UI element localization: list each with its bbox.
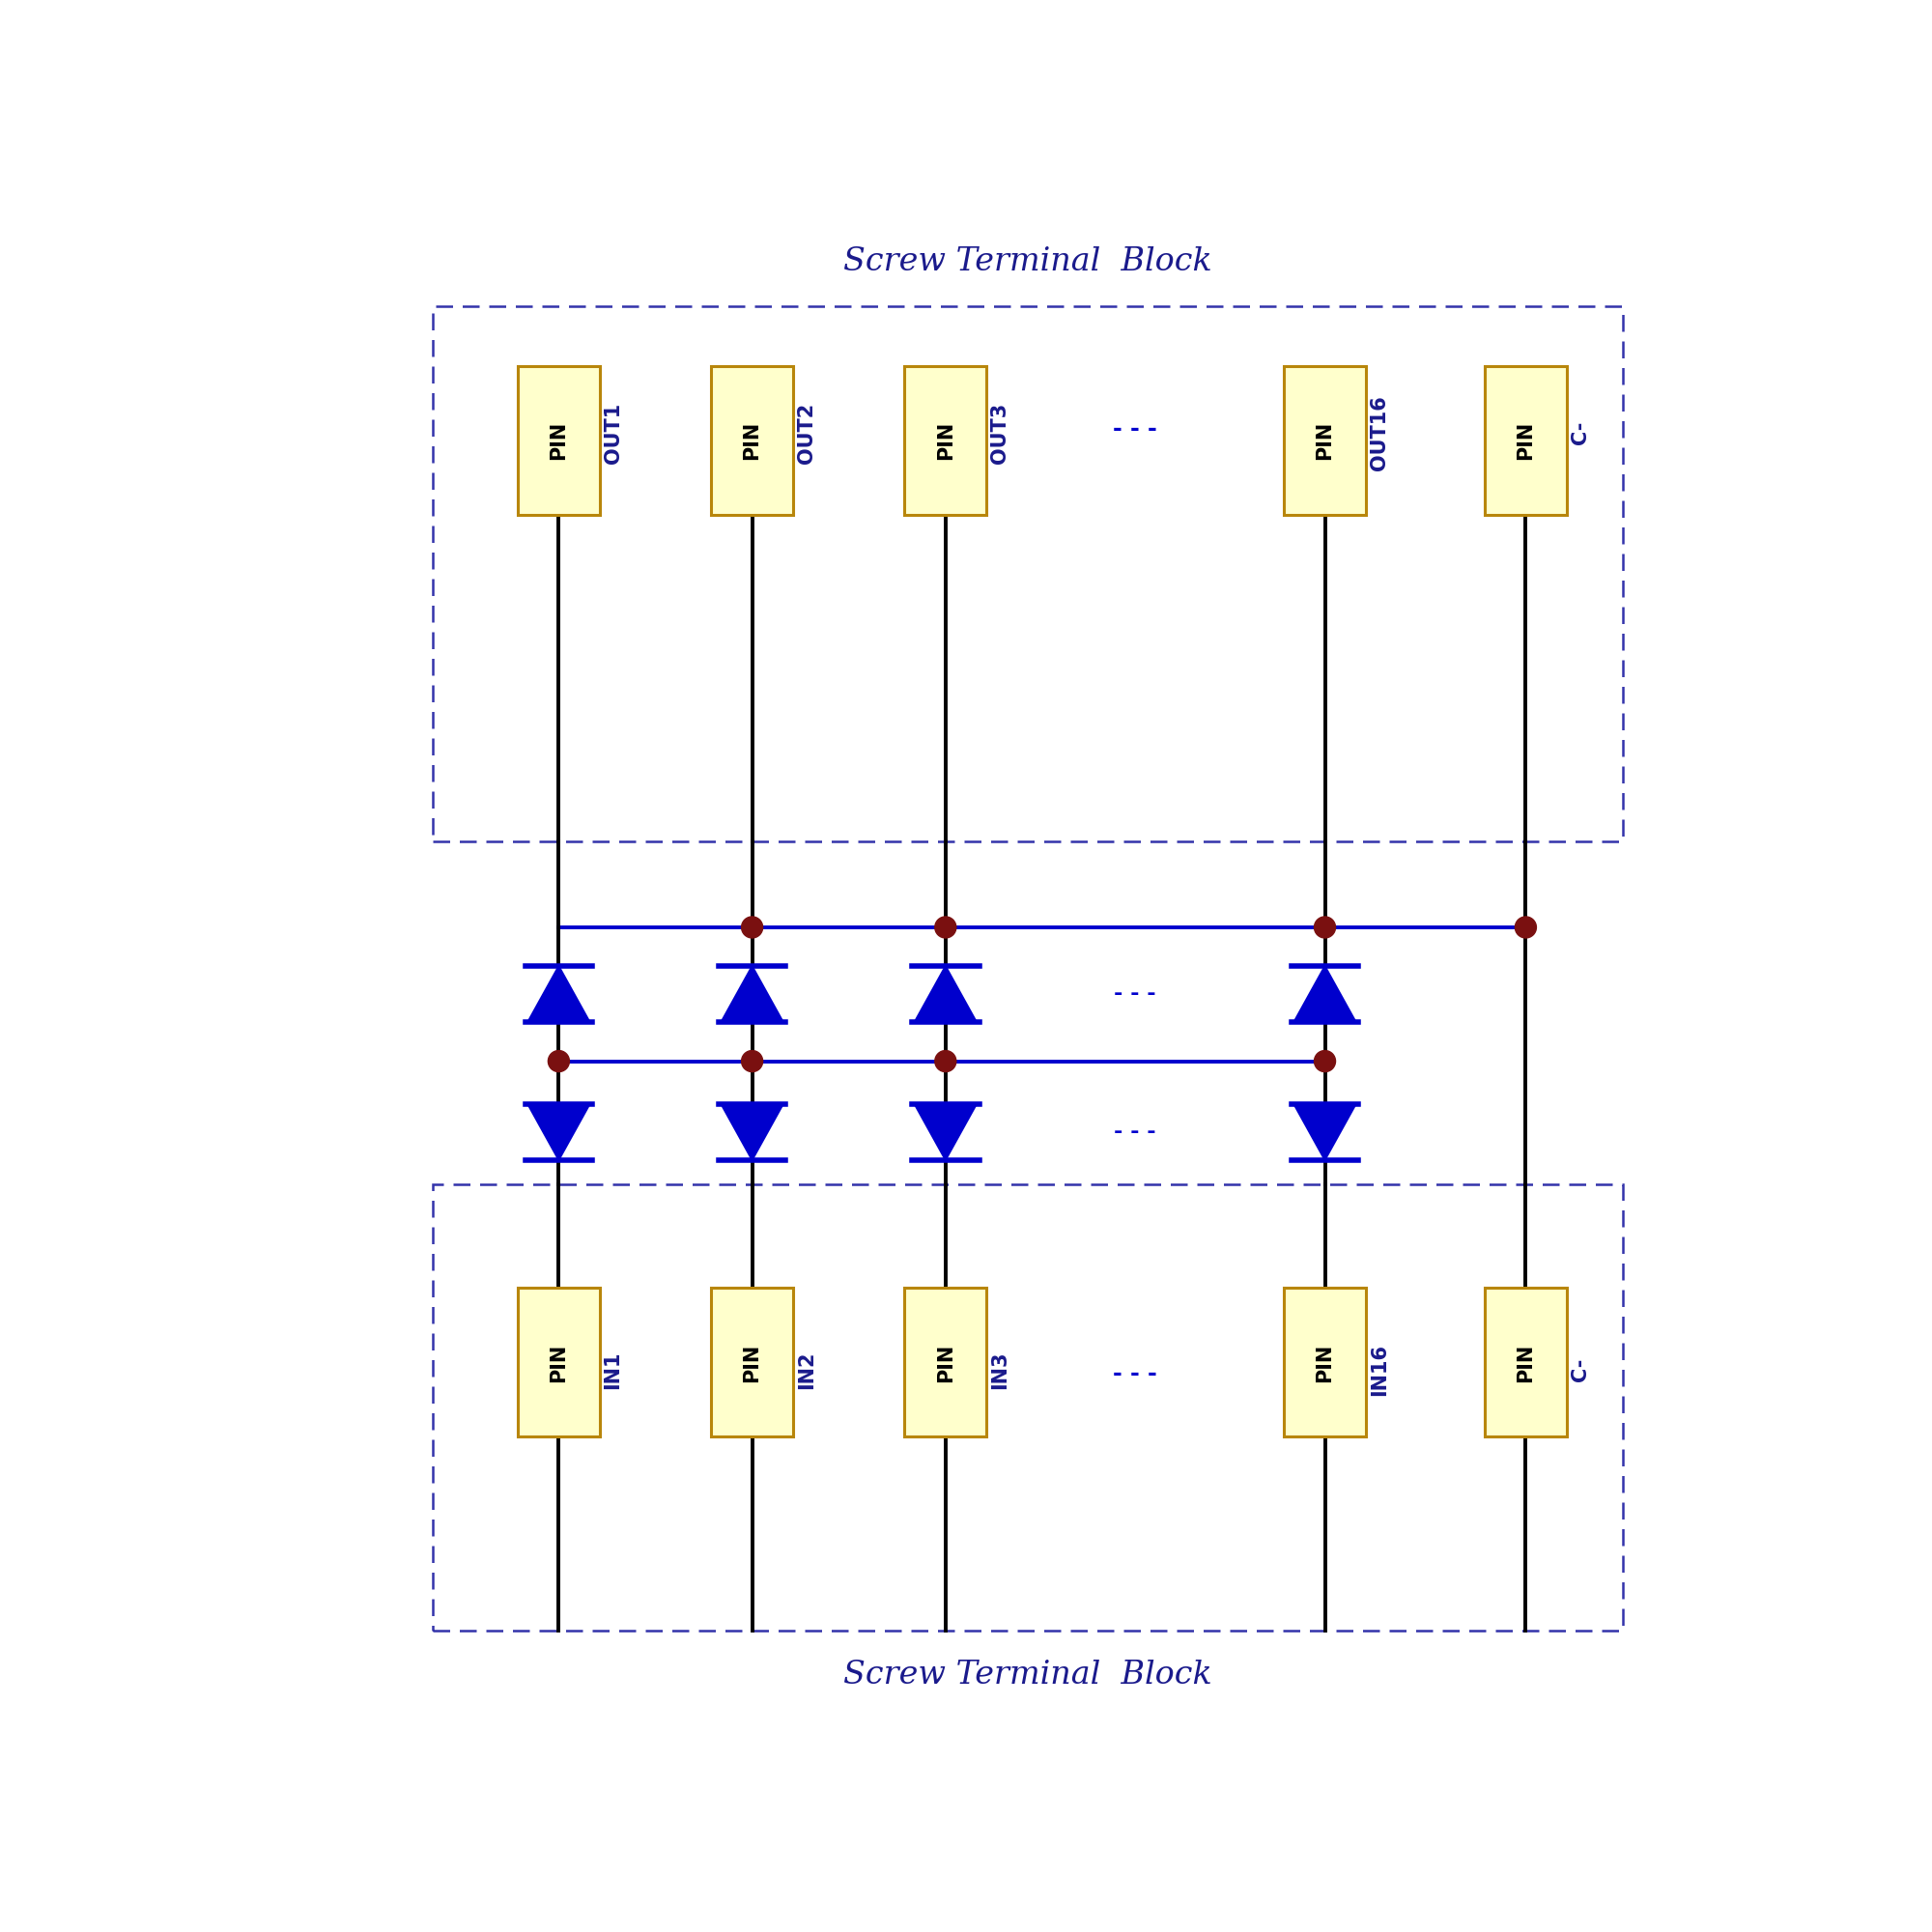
FancyBboxPatch shape xyxy=(1486,365,1567,514)
FancyBboxPatch shape xyxy=(518,1289,599,1437)
Polygon shape xyxy=(914,1103,976,1159)
Text: - - -: - - - xyxy=(1115,1122,1155,1142)
Text: PIN: PIN xyxy=(1316,1343,1335,1381)
FancyBboxPatch shape xyxy=(518,365,599,514)
Ellipse shape xyxy=(935,916,956,937)
FancyBboxPatch shape xyxy=(1486,1289,1567,1437)
Text: PIN: PIN xyxy=(1517,421,1536,460)
Text: OUT16: OUT16 xyxy=(1370,396,1389,469)
Ellipse shape xyxy=(1515,916,1536,937)
FancyBboxPatch shape xyxy=(1285,365,1366,514)
Ellipse shape xyxy=(742,916,763,937)
Text: IN3: IN3 xyxy=(989,1350,1009,1389)
Text: PIN: PIN xyxy=(935,421,954,460)
Ellipse shape xyxy=(1314,916,1335,937)
Polygon shape xyxy=(527,966,589,1022)
Text: C-: C- xyxy=(1571,421,1590,444)
Polygon shape xyxy=(721,1103,782,1159)
Text: PIN: PIN xyxy=(935,1343,954,1381)
Text: OUT2: OUT2 xyxy=(796,402,815,464)
Text: PIN: PIN xyxy=(1316,421,1335,460)
Text: Screw Terminal  Block: Screw Terminal Block xyxy=(842,1660,1211,1690)
Text: PIN: PIN xyxy=(549,421,568,460)
Polygon shape xyxy=(721,966,782,1022)
FancyBboxPatch shape xyxy=(1285,1289,1366,1437)
Polygon shape xyxy=(1294,966,1356,1022)
Text: - - -: - - - xyxy=(1115,985,1155,1005)
Text: - - -: - - - xyxy=(1113,1362,1157,1385)
Text: Screw Terminal  Block: Screw Terminal Block xyxy=(842,245,1211,276)
FancyBboxPatch shape xyxy=(711,365,792,514)
Polygon shape xyxy=(1294,1103,1356,1159)
Text: IN16: IN16 xyxy=(1370,1345,1389,1397)
Text: OUT3: OUT3 xyxy=(989,402,1009,464)
FancyBboxPatch shape xyxy=(904,365,987,514)
Text: PIN: PIN xyxy=(742,1343,761,1381)
Ellipse shape xyxy=(742,1051,763,1072)
FancyBboxPatch shape xyxy=(711,1289,792,1437)
Ellipse shape xyxy=(935,1051,956,1072)
Text: PIN: PIN xyxy=(1517,1343,1536,1381)
Polygon shape xyxy=(914,966,976,1022)
Text: IN1: IN1 xyxy=(603,1350,622,1389)
Text: OUT1: OUT1 xyxy=(603,402,622,464)
FancyBboxPatch shape xyxy=(904,1289,987,1437)
Text: PIN: PIN xyxy=(742,421,761,460)
Text: - - -: - - - xyxy=(1113,417,1157,440)
Text: C-: C- xyxy=(1571,1358,1590,1381)
Text: IN2: IN2 xyxy=(796,1350,815,1389)
Text: PIN: PIN xyxy=(549,1343,568,1381)
Ellipse shape xyxy=(549,1051,570,1072)
Polygon shape xyxy=(527,1103,589,1159)
Ellipse shape xyxy=(1314,1051,1335,1072)
